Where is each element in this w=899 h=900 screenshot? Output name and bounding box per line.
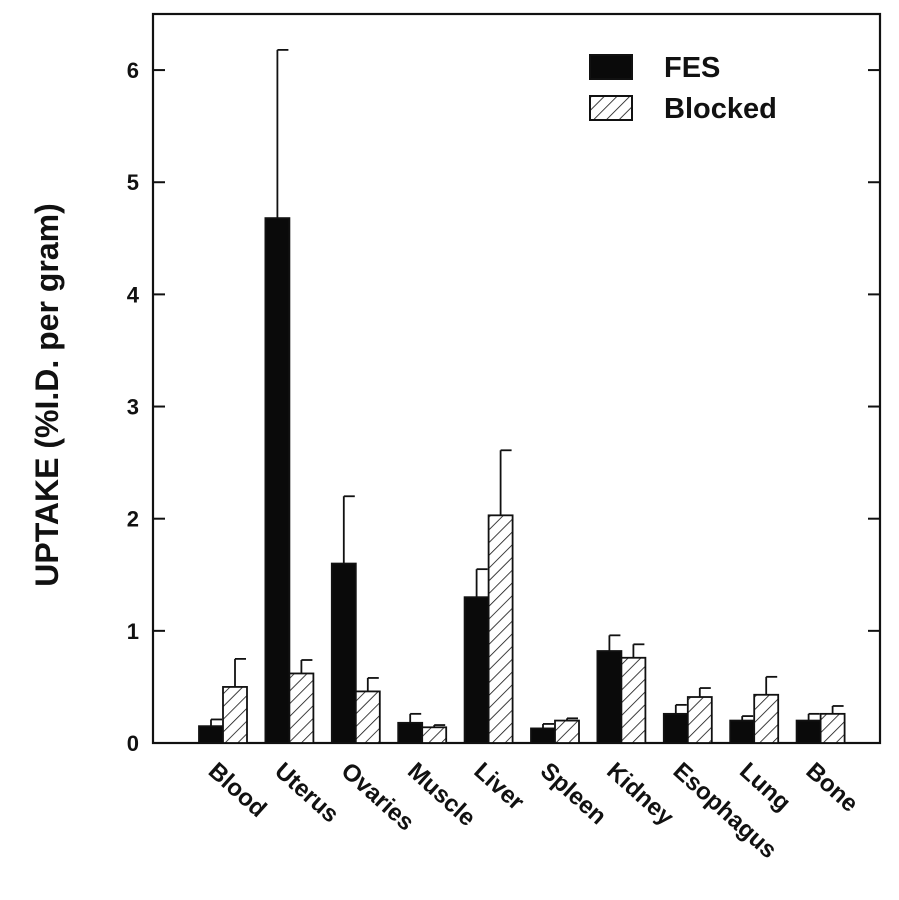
bar-group-spleen bbox=[530, 717, 580, 744]
y-tick-label-5: 5 bbox=[127, 170, 139, 195]
bar-group-muscle bbox=[397, 712, 448, 744]
y-tick-label-4: 4 bbox=[127, 282, 140, 307]
bar-blocked-lung bbox=[753, 693, 780, 744]
plot-frame bbox=[151, 12, 882, 745]
bar-group-esophagus bbox=[662, 687, 713, 744]
legend: FES Blocked bbox=[589, 52, 777, 125]
bar-group-kidney bbox=[596, 634, 647, 744]
bar-fes-ovaries bbox=[330, 562, 357, 744]
bar-blocked-bone bbox=[819, 712, 846, 744]
bar-group-uterus bbox=[264, 48, 315, 744]
x-tick-label-bone: Bone bbox=[801, 757, 864, 817]
x-tick-label-lung: Lung bbox=[734, 757, 796, 816]
bar-fes-bone bbox=[795, 719, 822, 744]
bar-blocked-blood bbox=[222, 686, 248, 744]
bar-group-bone bbox=[795, 705, 846, 744]
bar-blocked-ovaries bbox=[354, 690, 381, 744]
y-tick-label-0: 0 bbox=[127, 731, 139, 756]
legend-label-fes: FES bbox=[664, 52, 720, 84]
x-tick-label-liver: Liver bbox=[469, 757, 530, 815]
bar-fes-esophagus bbox=[662, 712, 689, 744]
bar-group-blood bbox=[198, 657, 248, 744]
bar-blocked-spleen bbox=[554, 719, 580, 744]
y-tick-label-3: 3 bbox=[127, 395, 139, 420]
bar-fes-muscle bbox=[397, 721, 424, 744]
bar-fes-liver bbox=[463, 596, 490, 744]
bar-fes-uterus bbox=[264, 217, 291, 744]
y-tick-label-6: 6 bbox=[127, 58, 139, 83]
bar-blocked-uterus bbox=[288, 672, 315, 744]
legend-swatch-fes bbox=[589, 54, 633, 80]
y-axis-title: UPTAKE (%I.D. per gram) bbox=[29, 203, 65, 586]
bar-fes-spleen bbox=[530, 727, 556, 744]
x-tick-label-uterus: Uterus bbox=[269, 757, 344, 828]
bar-group-ovaries bbox=[330, 495, 381, 744]
x-tick-label-kidney: Kidney bbox=[601, 757, 679, 831]
x-tick-label-ovaries: Ovaries bbox=[336, 757, 420, 836]
bar-group-lung bbox=[729, 675, 780, 744]
legend-swatch-blocked bbox=[589, 95, 633, 121]
bar-fes-kidney bbox=[596, 650, 623, 744]
x-tick-label-blood: Blood bbox=[203, 757, 272, 823]
bar-blocked-liver bbox=[487, 514, 514, 744]
bar-fes-blood bbox=[198, 725, 224, 744]
bar-group-liver bbox=[463, 449, 514, 744]
bar-blocked-kidney bbox=[620, 656, 647, 744]
bar-fes-lung bbox=[729, 719, 756, 744]
legend-label-blocked: Blocked bbox=[664, 93, 777, 125]
bar-blocked-esophagus bbox=[686, 696, 713, 744]
bar-blocked-muscle bbox=[421, 726, 448, 744]
x-tick-label-spleen: Spleen bbox=[535, 757, 612, 830]
y-tick-label-2: 2 bbox=[127, 507, 139, 532]
y-tick-label-1: 1 bbox=[127, 619, 139, 644]
